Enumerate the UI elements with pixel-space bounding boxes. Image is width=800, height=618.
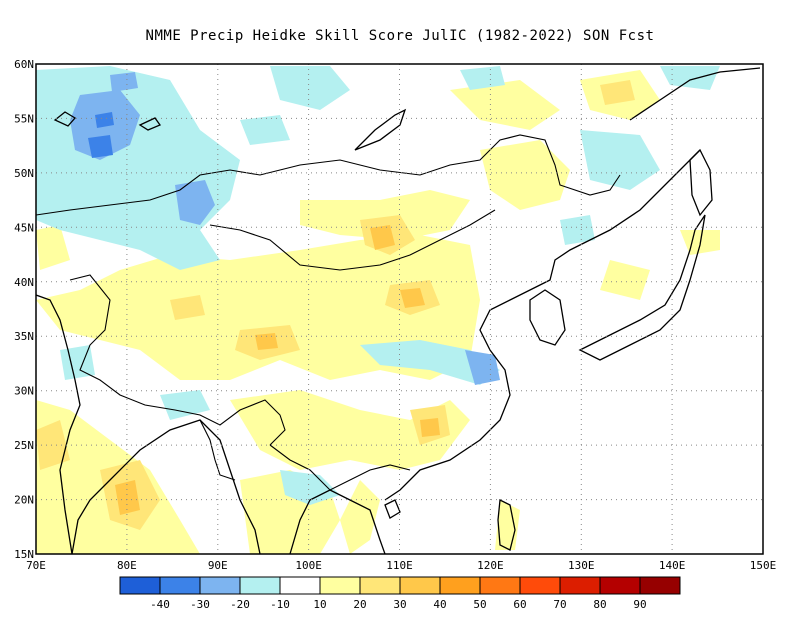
colorbar-swatch: [439, 576, 481, 595]
colorbar-swatch: [479, 576, 521, 595]
map-title: NMME Precip Heidke Skill Score JulIC (19…: [145, 28, 655, 44]
lon-tick-label: 90E: [208, 559, 228, 572]
skill-score-field: [36, 66, 720, 554]
longitude-tick-labels: 70E 80E 90E 100E 110E 120E 130E 140E 150E: [26, 559, 776, 572]
lat-tick-label: 55N: [14, 112, 34, 125]
latitude-tick-labels: 15N 20N 25N 30N 35N 40N 45N 50N 55N 60N: [14, 58, 34, 561]
lat-tick-label: 50N: [14, 167, 34, 180]
colorbar-label: -30: [190, 598, 210, 611]
colorbar-label: 60: [513, 598, 526, 611]
lon-tick-label: 130E: [568, 559, 595, 572]
colorbar-label: 90: [633, 598, 646, 611]
colorbar-swatch: [399, 576, 441, 595]
colorbar-swatch: [319, 576, 361, 595]
colorbar-swatch: [239, 576, 281, 595]
colorbar-label: 40: [433, 598, 446, 611]
lat-tick-label: 30N: [14, 385, 34, 398]
colorbar-swatch: [359, 576, 401, 595]
colorbar-label: 70: [553, 598, 566, 611]
coastlines: [36, 67, 761, 554]
lon-tick-label: 70E: [26, 559, 46, 572]
lon-tick-label: 80E: [117, 559, 137, 572]
lat-tick-label: 20N: [14, 494, 34, 507]
colorbar-label: -10: [270, 598, 290, 611]
colorbar-labels: -40 -30 -20 -10 10 20 30 40 50 60 70 80 90: [150, 598, 647, 611]
lat-tick-label: 40N: [14, 276, 34, 289]
colorbar-label: 30: [393, 598, 406, 611]
colorbar-swatch: [639, 576, 681, 595]
colorbar-swatch: [199, 576, 241, 595]
lat-tick-label: 25N: [14, 439, 34, 452]
colorbar-label: -20: [230, 598, 250, 611]
lon-tick-label: 110E: [386, 559, 413, 572]
lon-tick-label: 100E: [295, 559, 322, 572]
lat-tick-label: 60N: [14, 58, 34, 71]
lon-tick-label: 140E: [659, 559, 686, 572]
colorbar-swatch: [599, 576, 641, 595]
colorbar-label: 10: [313, 598, 326, 611]
colorbar-label: 80: [593, 598, 606, 611]
colorbar-label: -40: [150, 598, 170, 611]
map-frame: [35, 63, 764, 555]
lon-tick-label: 150E: [750, 559, 777, 572]
colorbar-swatch: [159, 576, 201, 595]
colorbar-label: 20: [353, 598, 366, 611]
colorbar-label: 50: [473, 598, 486, 611]
colorbar-swatch: [519, 576, 561, 595]
colorbar-swatch: [119, 576, 161, 595]
colorbar-swatch: [559, 576, 601, 595]
lat-tick-label: 15N: [14, 548, 34, 561]
lat-tick-label: 45N: [14, 221, 34, 234]
borders: [36, 134, 621, 491]
graticule: [36, 64, 763, 554]
lat-tick-label: 35N: [14, 330, 34, 343]
lon-tick-label: 120E: [477, 559, 504, 572]
colorbar-swatch: [279, 576, 321, 595]
colorbar: [119, 576, 681, 595]
